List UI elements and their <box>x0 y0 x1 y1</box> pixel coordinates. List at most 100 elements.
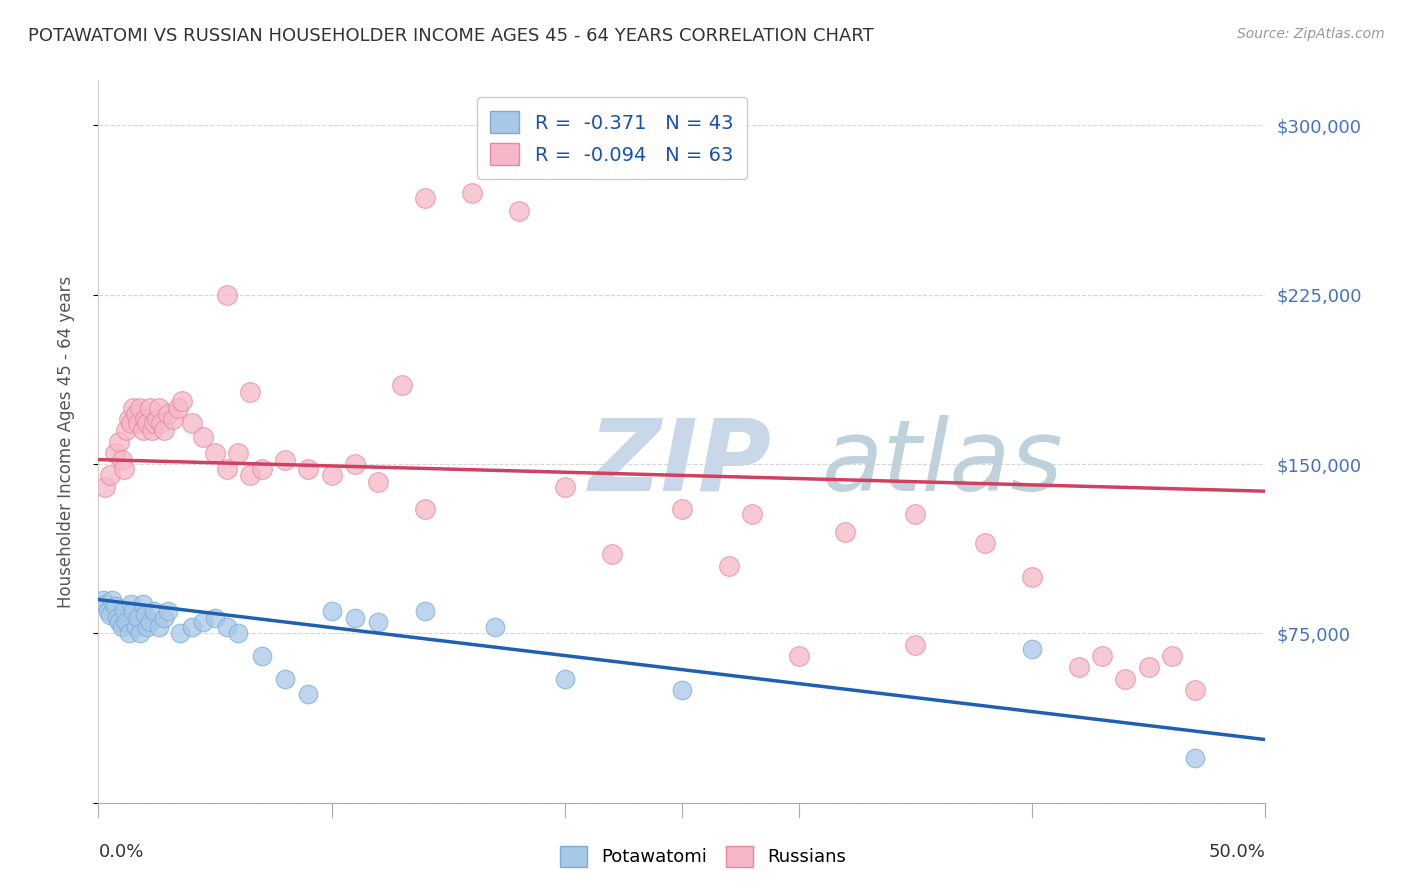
Point <box>413 604 436 618</box>
Point <box>143 604 166 618</box>
Point <box>148 401 170 415</box>
Point <box>508 204 530 219</box>
Point <box>344 610 367 624</box>
Text: atlas: atlas <box>823 415 1063 512</box>
Point <box>834 524 856 539</box>
Point <box>193 615 215 630</box>
Point <box>129 626 152 640</box>
Y-axis label: Householder Income Ages 45 - 64 years: Householder Income Ages 45 - 64 years <box>56 276 75 607</box>
Point <box>180 417 202 431</box>
Point <box>134 412 156 426</box>
Point <box>172 393 194 408</box>
Point <box>118 412 141 426</box>
Point <box>97 604 120 618</box>
Point <box>125 408 148 422</box>
Legend: R =  -0.371   N = 43, R =  -0.094   N = 63: R = -0.371 N = 43, R = -0.094 N = 63 <box>477 97 747 179</box>
Point <box>1067 660 1090 674</box>
Point <box>129 401 152 415</box>
Point <box>180 620 202 634</box>
Point <box>152 610 174 624</box>
Point <box>204 610 226 624</box>
Point <box>228 446 250 460</box>
Point <box>122 604 145 618</box>
Point <box>115 615 138 630</box>
Point <box>321 604 343 618</box>
Point <box>136 620 159 634</box>
Point <box>1161 648 1184 663</box>
Point <box>105 610 128 624</box>
Point <box>104 446 127 460</box>
Point <box>125 620 148 634</box>
Point <box>127 417 149 431</box>
Point <box>554 672 576 686</box>
Point <box>112 461 135 475</box>
Point <box>239 468 262 483</box>
Text: ZIP: ZIP <box>589 415 772 512</box>
Point <box>166 401 188 415</box>
Point <box>391 378 413 392</box>
Point <box>904 507 927 521</box>
Point <box>108 615 131 630</box>
Point <box>974 536 997 550</box>
Point <box>1091 648 1114 663</box>
Point <box>122 401 145 415</box>
Point <box>250 648 273 663</box>
Point <box>600 548 623 562</box>
Point <box>111 620 134 634</box>
Point <box>98 468 121 483</box>
Point <box>671 682 693 697</box>
Point <box>215 461 238 475</box>
Point <box>152 423 174 437</box>
Point <box>115 423 138 437</box>
Point <box>239 384 262 399</box>
Point <box>717 558 740 573</box>
Point <box>461 186 484 201</box>
Point <box>413 502 436 516</box>
Text: Source: ZipAtlas.com: Source: ZipAtlas.com <box>1237 27 1385 41</box>
Point <box>215 620 238 634</box>
Point <box>120 597 142 611</box>
Point <box>367 475 389 490</box>
Text: 0.0%: 0.0% <box>98 843 143 861</box>
Point <box>120 417 142 431</box>
Point <box>297 461 319 475</box>
Point <box>169 626 191 640</box>
Point <box>101 592 124 607</box>
Point <box>228 626 250 640</box>
Point <box>215 287 238 301</box>
Point <box>1184 682 1206 697</box>
Point <box>1021 570 1043 584</box>
Point <box>98 608 121 623</box>
Point <box>104 599 127 614</box>
Point <box>132 597 155 611</box>
Point <box>904 638 927 652</box>
Text: 50.0%: 50.0% <box>1209 843 1265 861</box>
Point <box>157 604 180 618</box>
Point <box>148 620 170 634</box>
Point <box>146 412 169 426</box>
Point <box>143 417 166 431</box>
Point <box>150 417 173 431</box>
Point <box>132 423 155 437</box>
Point <box>274 672 297 686</box>
Point <box>162 412 184 426</box>
Point <box>111 452 134 467</box>
Point <box>1184 750 1206 764</box>
Point <box>250 461 273 475</box>
Point <box>112 604 135 618</box>
Legend: Potawatomi, Russians: Potawatomi, Russians <box>553 838 853 874</box>
Point <box>554 480 576 494</box>
Point <box>94 480 117 494</box>
Point <box>367 615 389 630</box>
Point <box>136 417 159 431</box>
Point <box>127 610 149 624</box>
Point <box>193 430 215 444</box>
Point <box>484 620 506 634</box>
Point <box>204 446 226 460</box>
Point <box>1021 642 1043 657</box>
Point <box>108 434 131 449</box>
Point <box>321 468 343 483</box>
Point <box>297 687 319 701</box>
Point <box>741 507 763 521</box>
Point <box>274 452 297 467</box>
